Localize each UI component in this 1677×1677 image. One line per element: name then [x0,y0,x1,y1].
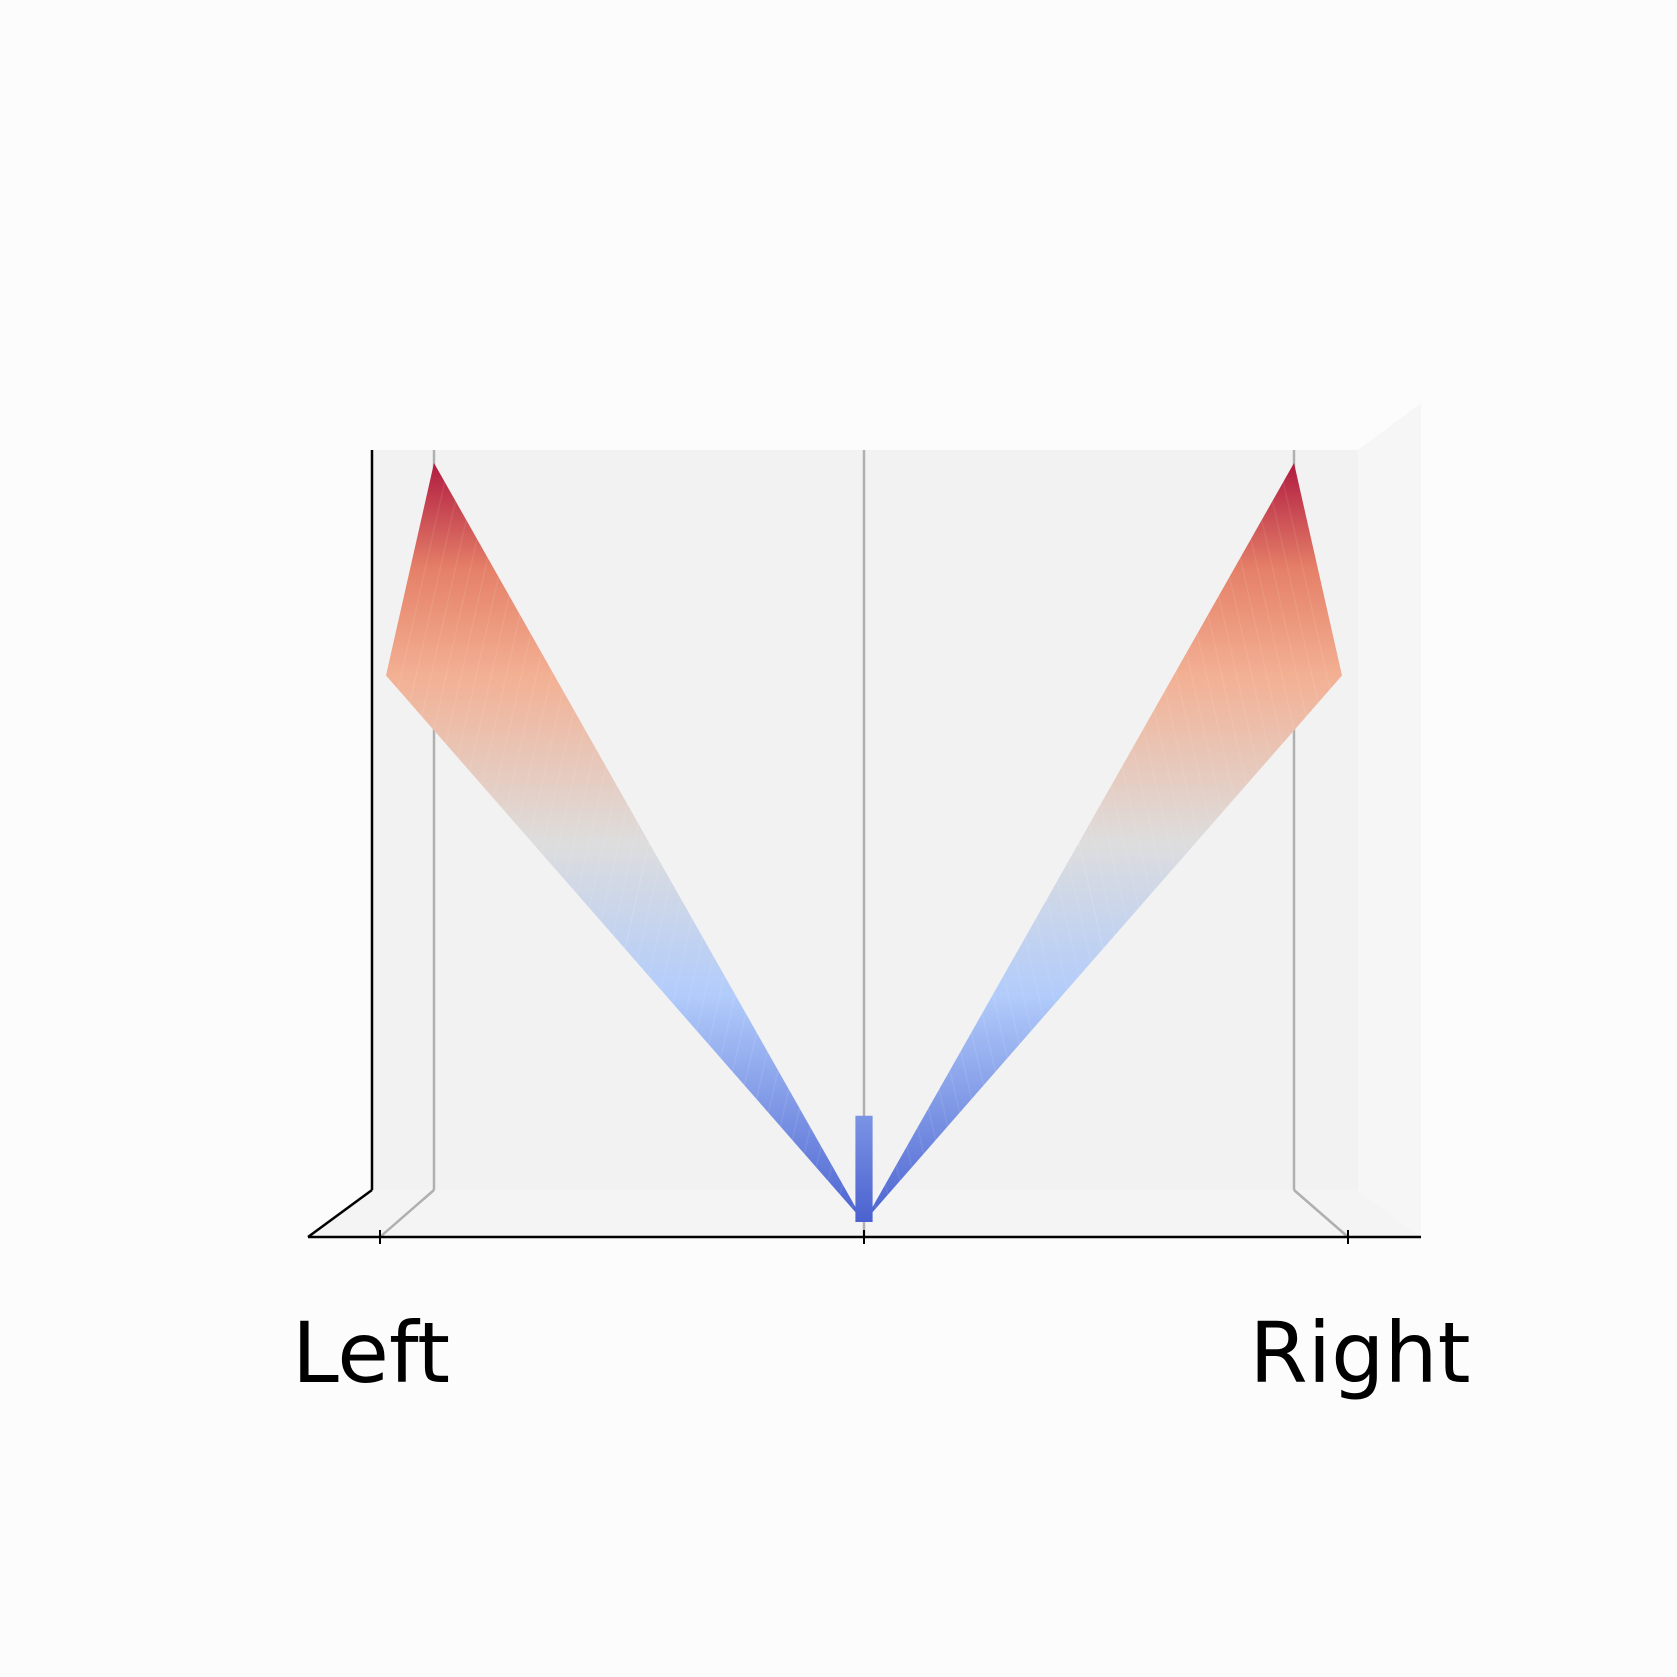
surface-mesh-line [624,842,650,949]
surface-mesh-line [827,1164,833,1182]
x-gridline-floor [379,1189,435,1238]
surface-mesh-line [1089,823,1116,936]
surface-mesh-line [707,975,725,1045]
surface-mesh-line [731,1013,747,1072]
surface-mesh-line [767,1070,779,1113]
surface-mesh-line [1261,519,1307,717]
surface-mesh-line [851,1202,854,1209]
surface-segment [625,842,864,1222]
surface-mesh-line [672,918,693,1004]
surface-mesh-line [1282,481,1331,690]
surface-mesh-line [1175,671,1212,826]
surface-mesh-line [695,956,715,1031]
surface-mesh-line [588,785,618,908]
surface-mesh-line [1271,500,1319,704]
surface-mesh-line [576,766,607,895]
surface-segment [386,463,649,949]
surface-mesh-line [1239,557,1283,744]
surface-mesh-line [992,994,1009,1059]
surface-mesh-line [480,614,521,785]
x-ticks: Left Right [292,1230,1471,1402]
surface-mesh-line [949,1070,961,1113]
x-gridline-floor [1293,1189,1349,1238]
surface-mesh-line [684,937,704,1018]
surface-mesh-line [906,1145,913,1168]
surface-mesh-line [1035,918,1056,1004]
surface-mesh-line [1121,766,1152,895]
surface-mesh-line [660,899,682,990]
surface-mesh-line [1067,861,1092,963]
surface-mesh-line [960,1051,973,1100]
surface-mesh-line [1153,709,1188,854]
surface-mesh-line [433,538,478,731]
surface-mesh-line [1099,804,1128,922]
surface-mesh-line [839,1183,844,1195]
surface-mesh-line [927,1107,937,1141]
surface-mesh-line [895,1164,901,1182]
surface [386,463,1342,1222]
surface-mesh-line [755,1051,768,1100]
surface-mesh-line [1142,728,1176,867]
surface-mesh-line [504,652,543,813]
surface-mesh-line [719,994,736,1059]
surface-mesh-line [552,728,586,867]
surface-mesh-line [1218,595,1260,772]
surface-mesh-line [1110,785,1140,908]
surface-mesh-line [1078,842,1104,949]
surface-mesh-line [1196,633,1236,799]
surface-mesh-line [981,1013,997,1072]
surface-mesh-line [815,1145,822,1168]
surface-mesh-line [1013,956,1033,1031]
surface-mesh-line [803,1126,811,1154]
surface-mesh-line [1185,652,1224,813]
surface-mesh-line [938,1089,949,1127]
y-axis-line [307,1188,373,1239]
surface-mesh-line [874,1202,877,1209]
surface-mesh-line [1003,975,1021,1045]
surface-mesh-line [456,576,500,758]
surface-mesh-line [1132,747,1164,881]
surface-mesh-line [540,709,575,854]
surface-mesh-line [397,481,446,690]
surface-segment [864,842,1103,1222]
surface-mesh-line [516,671,553,826]
surface-mesh-line [648,880,672,977]
surface-mesh-line [636,861,661,963]
surface-mesh-line [409,500,457,704]
surface-mesh-line [564,747,596,881]
surface-trough [855,1115,873,1222]
surface-mesh-line [421,519,467,717]
surface-mesh-line [1024,937,1044,1018]
surface-mesh-line [528,690,564,840]
surface-mesh-line [492,633,532,799]
surface-mesh-line [1164,690,1200,840]
x-tick-label-left: Left [292,1304,450,1402]
surface-mesh-line [468,595,510,772]
right-side-pane [1358,403,1421,1237]
surface-mesh-line [970,1032,985,1086]
surface-mesh-line [779,1089,790,1127]
surface-mesh-line [1046,899,1068,990]
surface-mesh-line [884,1183,889,1195]
surface-mesh-line [445,557,489,744]
surface-mesh-line [1250,538,1295,731]
surface-mesh-line [1056,880,1080,977]
x-tick-label-right: Right [1249,1304,1470,1402]
surface-mesh-line [600,804,629,922]
surface-mesh-line [791,1107,801,1141]
surface-mesh-line [743,1032,758,1086]
surface-mesh-line [1207,614,1248,785]
surface-segment [1079,463,1342,949]
surface-mesh-line [917,1126,925,1154]
surface-mesh-line [612,823,639,936]
surface-mesh-line [1228,576,1272,758]
